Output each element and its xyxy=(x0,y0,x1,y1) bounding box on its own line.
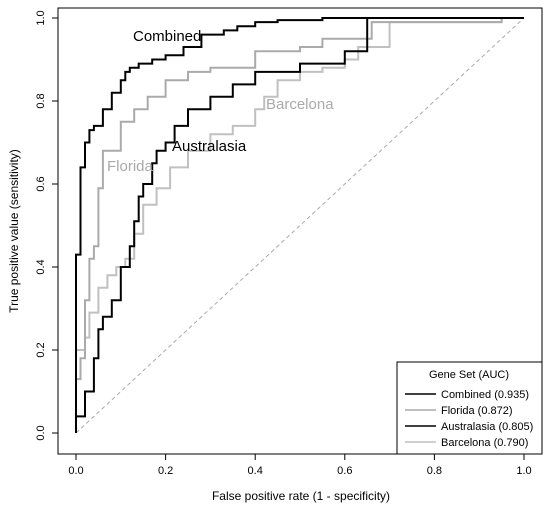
legend-entry: Combined (0.935) xyxy=(441,389,529,401)
legend-entry: Florida (0.872) xyxy=(441,405,513,417)
roc-curves xyxy=(75,17,524,433)
x-tick-label: 0.8 xyxy=(427,465,442,477)
roc-curve-florida xyxy=(75,17,524,433)
y-tick-label: 0.4 xyxy=(35,259,47,274)
legend-entry: Barcelona (0.790) xyxy=(441,437,528,449)
x-tick-label: 0.0 xyxy=(68,465,83,477)
reference-diagonal-line xyxy=(75,17,525,434)
y-axis: 0.0 0.2 0.4 0.6 0.8 1.0 xyxy=(35,10,59,441)
y-tick-label: 0.8 xyxy=(35,93,47,108)
roc-curve-barcelona xyxy=(75,17,524,433)
roc-curve-australasia xyxy=(75,17,524,433)
legend-box xyxy=(396,361,543,455)
legend-items: Combined (0.935) Florida (0.872) Australas… xyxy=(405,389,533,449)
y-tick-label: 1.0 xyxy=(35,10,47,25)
x-axis-title: False positive rate (1 - specificity) xyxy=(212,489,390,503)
curve-label-florida: Florida xyxy=(107,158,154,175)
legend-entry: Australasia (0.805) xyxy=(441,421,533,433)
x-tick-label: 0.2 xyxy=(158,465,173,477)
roc-curve-combined xyxy=(75,17,524,433)
legend: Gene Set (AUC) Combined (0.935) Florida (… xyxy=(396,361,543,455)
y-axis-title: True positive value (sensitivity) xyxy=(7,149,21,313)
x-axis: 0.0 0.2 0.4 0.6 0.8 1.0 xyxy=(68,453,532,477)
x-tick-label: 0.4 xyxy=(248,465,263,477)
y-tick-label: 0.0 xyxy=(35,425,47,440)
x-tick-label: 1.0 xyxy=(516,465,531,477)
y-tick-label: 0.2 xyxy=(35,342,47,357)
x-tick-label: 0.6 xyxy=(337,465,352,477)
curve-label-barcelona: Barcelona xyxy=(266,96,334,113)
curve-label-combined: Combined xyxy=(133,28,201,45)
legend-title: Gene Set (AUC) xyxy=(429,369,509,381)
curve-label-australasia: Australasia xyxy=(172,138,247,155)
y-tick-label: 0.6 xyxy=(35,176,47,191)
